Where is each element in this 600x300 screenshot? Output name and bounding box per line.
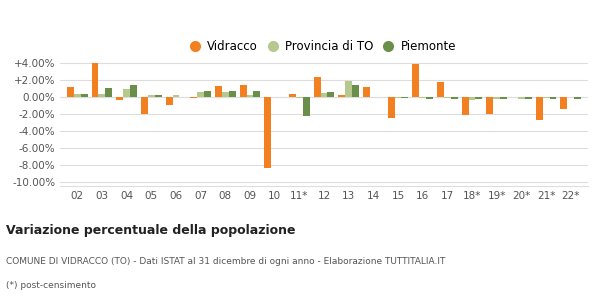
Bar — [550, 97, 556, 99]
Bar — [511, 97, 518, 98]
Bar — [190, 97, 197, 98]
Bar — [148, 95, 155, 97]
Bar — [328, 92, 334, 97]
Text: COMUNE DI VIDRACCO (TO) - Dati ISTAT al 31 dicembre di ogni anno - Elaborazione : COMUNE DI VIDRACCO (TO) - Dati ISTAT al … — [6, 257, 445, 266]
Bar — [560, 97, 567, 110]
Bar — [338, 95, 345, 97]
Bar — [239, 85, 247, 97]
Bar — [437, 82, 444, 97]
Bar — [204, 92, 211, 97]
Bar — [345, 81, 352, 97]
Bar — [106, 88, 112, 97]
Bar — [352, 85, 359, 97]
Bar — [518, 97, 525, 99]
Bar — [542, 97, 550, 98]
Bar — [116, 97, 123, 100]
Bar — [173, 95, 179, 97]
Bar — [426, 97, 433, 99]
Bar — [98, 94, 106, 97]
Bar — [296, 97, 303, 98]
Bar — [574, 97, 581, 99]
Bar — [388, 97, 395, 118]
Bar — [197, 92, 204, 97]
Bar — [461, 97, 469, 115]
Bar — [487, 97, 493, 114]
Bar — [419, 97, 426, 98]
Bar — [314, 77, 320, 97]
Bar — [451, 97, 458, 99]
Bar — [166, 97, 173, 105]
Bar — [247, 95, 253, 97]
Bar — [222, 92, 229, 97]
Bar — [475, 97, 482, 99]
Bar — [155, 95, 161, 97]
Bar — [141, 97, 148, 115]
Bar — [444, 97, 451, 98]
Bar — [395, 97, 401, 98]
Bar — [264, 97, 271, 168]
Bar — [493, 97, 500, 99]
Text: Variazione percentuale della popolazione: Variazione percentuale della popolazione — [6, 224, 296, 237]
Bar — [320, 93, 328, 97]
Bar — [303, 97, 310, 116]
Bar — [123, 89, 130, 97]
Bar — [130, 85, 137, 97]
Bar — [229, 91, 236, 97]
Bar — [92, 63, 98, 97]
Bar — [567, 97, 574, 98]
Bar — [412, 64, 419, 97]
Text: (*) post-censimento: (*) post-censimento — [6, 281, 96, 290]
Bar — [536, 97, 542, 120]
Bar — [253, 91, 260, 97]
Bar — [500, 97, 507, 99]
Bar — [215, 85, 222, 97]
Bar — [525, 97, 532, 99]
Bar — [469, 97, 475, 100]
Legend: Vidracco, Provincia di TO, Piemonte: Vidracco, Provincia di TO, Piemonte — [188, 36, 460, 56]
Bar — [271, 97, 278, 98]
Bar — [401, 97, 409, 98]
Bar — [81, 94, 88, 97]
Bar — [363, 87, 370, 97]
Bar — [67, 87, 74, 97]
Bar — [74, 94, 81, 97]
Bar — [289, 94, 296, 97]
